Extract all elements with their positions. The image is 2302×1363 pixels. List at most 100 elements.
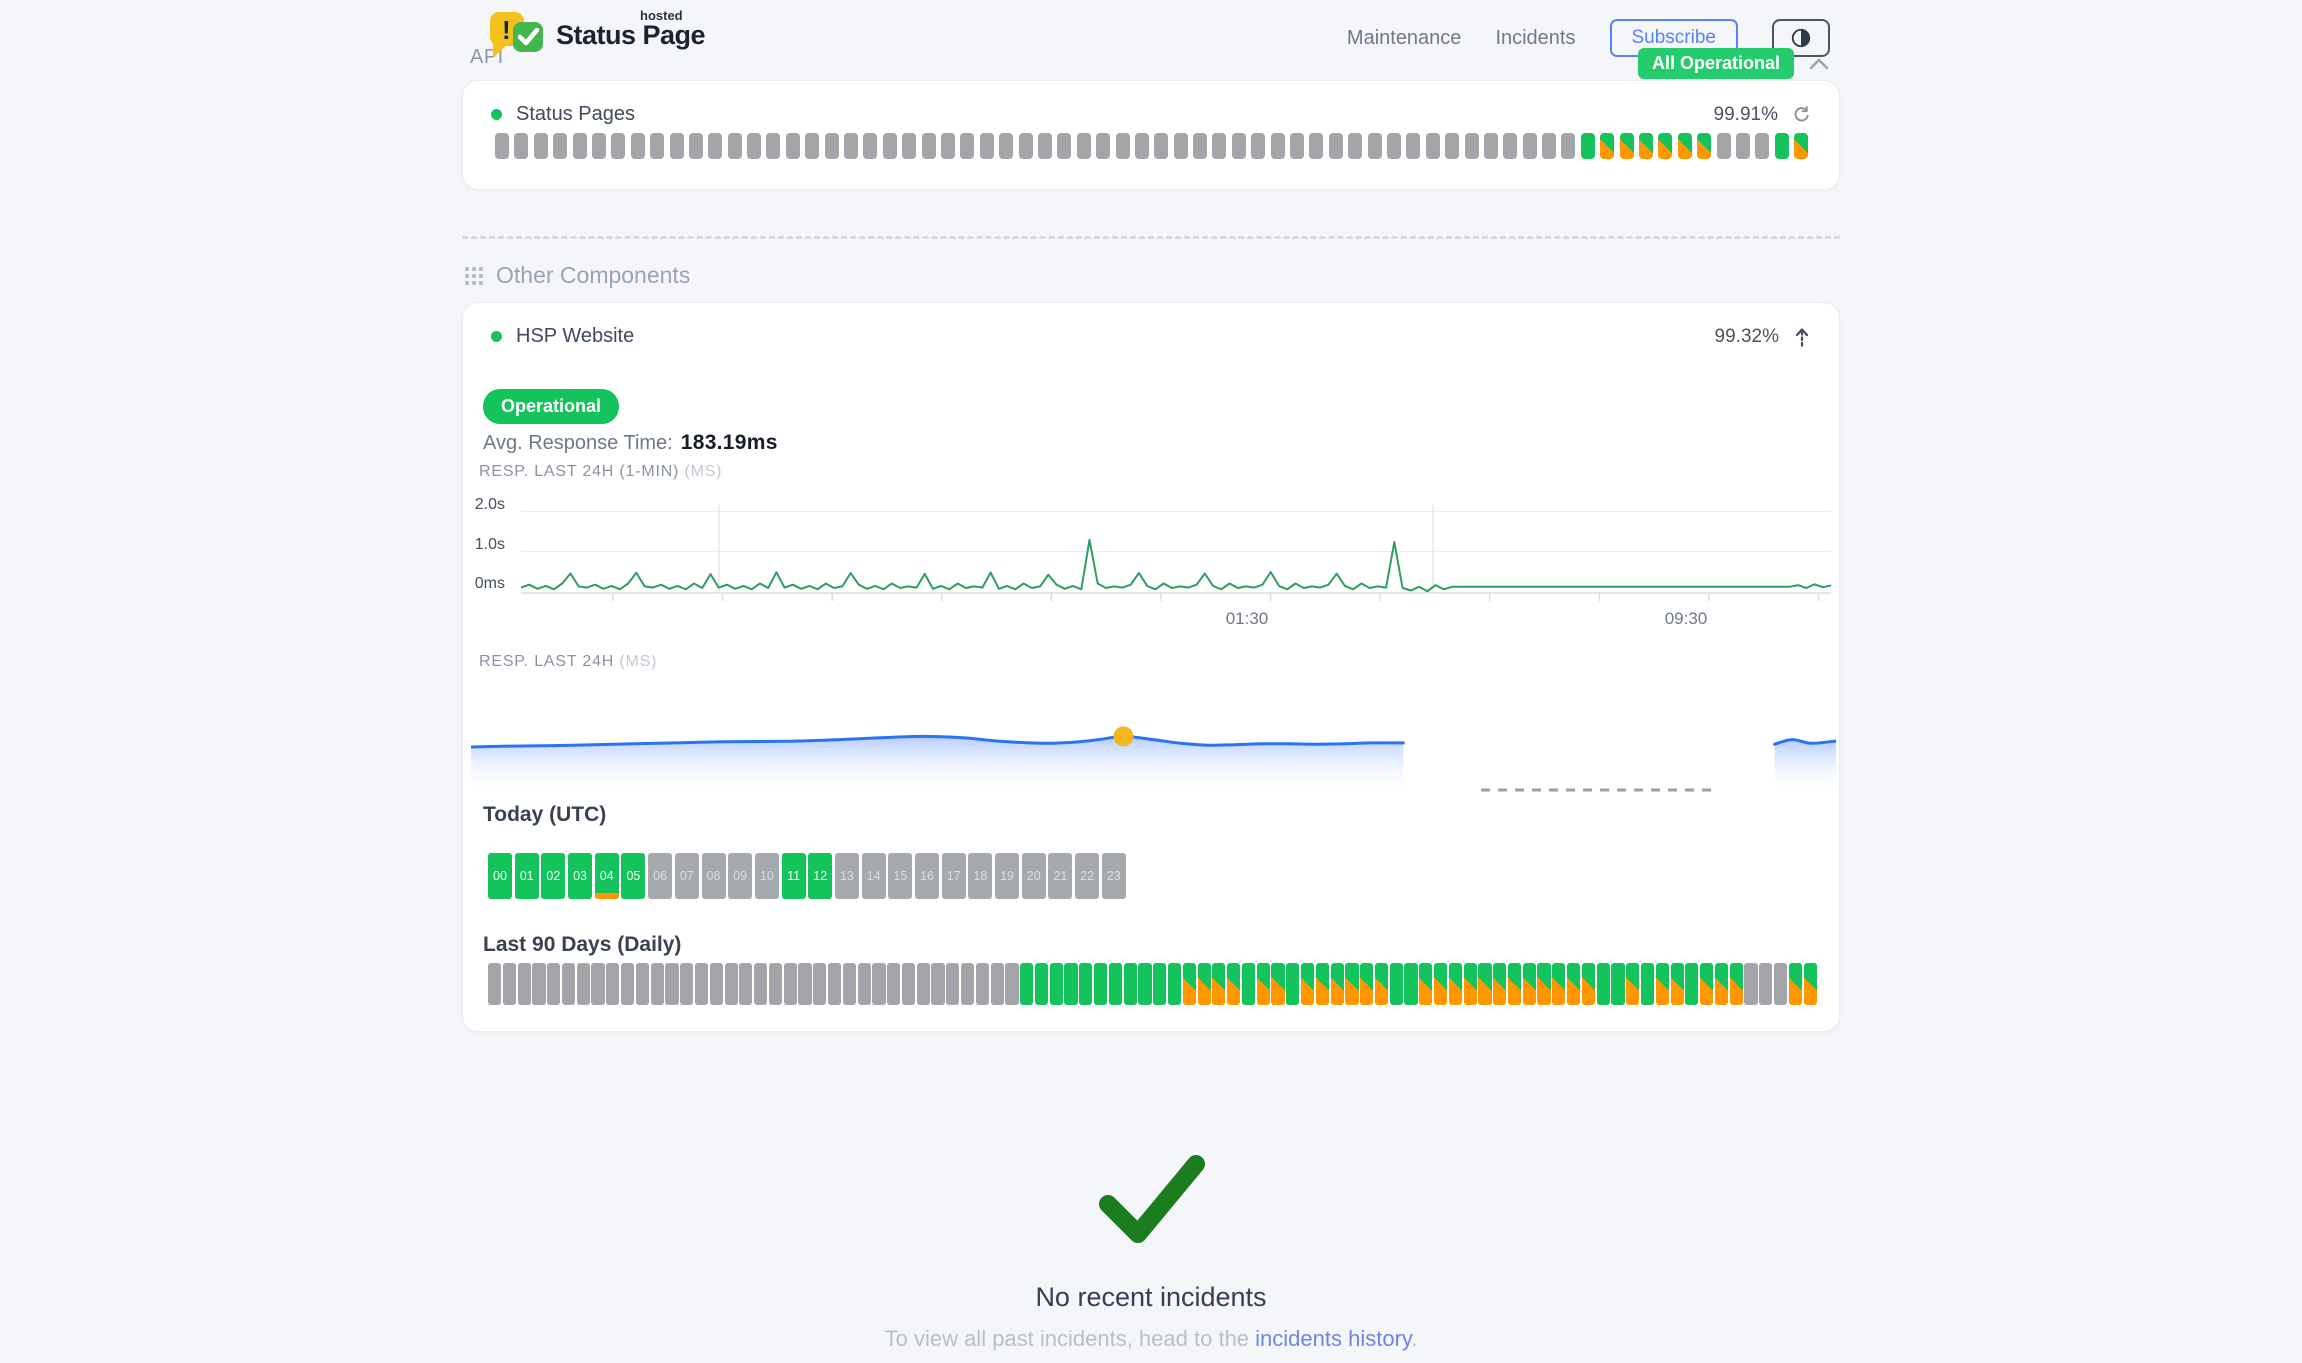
uptime-bar[interactable] xyxy=(1404,963,1418,1005)
uptime-bar[interactable] xyxy=(1367,133,1382,159)
uptime-bar[interactable] xyxy=(1290,133,1305,159)
hour-cell-22[interactable]: 22 xyxy=(1075,853,1100,899)
uptime-bar[interactable] xyxy=(1300,963,1315,1005)
uptime-bar[interactable] xyxy=(1803,963,1817,1005)
uptime-bar[interactable] xyxy=(1182,963,1196,1005)
uptime-bar[interactable] xyxy=(1670,963,1684,1005)
uptime-bar[interactable] xyxy=(783,963,797,1005)
uptime-bar[interactable] xyxy=(1076,133,1091,159)
uptime-bar[interactable] xyxy=(1251,133,1266,159)
uptime-bar[interactable] xyxy=(1345,963,1359,1005)
uptime-bar[interactable] xyxy=(813,963,827,1005)
uptime-bar[interactable] xyxy=(1271,963,1285,1005)
uptime-bar[interactable] xyxy=(1123,963,1137,1005)
uptime-bar[interactable] xyxy=(669,133,684,159)
uptime-bar[interactable] xyxy=(591,133,606,159)
uptime-bar[interactable] xyxy=(488,963,502,1005)
uptime-bar[interactable] xyxy=(887,963,901,1005)
uptime-bar[interactable] xyxy=(1064,963,1078,1005)
uptime-bar[interactable] xyxy=(1596,963,1610,1005)
uptime-bar[interactable] xyxy=(1522,963,1536,1005)
uptime-bar[interactable] xyxy=(495,133,509,159)
nav-incidents[interactable]: Incidents xyxy=(1495,26,1576,49)
uptime-bar[interactable] xyxy=(1794,133,1809,159)
uptime-bar[interactable] xyxy=(1389,963,1403,1005)
uptime-bar[interactable] xyxy=(1542,133,1557,159)
uptime-bar[interactable] xyxy=(1049,963,1063,1005)
uptime-bar[interactable] xyxy=(979,133,994,159)
hour-cell-16[interactable]: 16 xyxy=(915,853,939,899)
uptime-bar[interactable] xyxy=(901,963,916,1005)
uptime-bar[interactable] xyxy=(553,133,568,159)
uptime-bar[interactable] xyxy=(960,133,975,159)
uptime-bar[interactable] xyxy=(650,133,665,159)
uptime-bar[interactable] xyxy=(1685,963,1699,1005)
component-row-status-pages[interactable]: Status Pages 99.91% xyxy=(491,103,1811,126)
uptime-bar[interactable] xyxy=(1231,133,1246,159)
uptime-bar[interactable] xyxy=(1360,963,1374,1005)
uptime-bar[interactable] xyxy=(946,963,960,1005)
uptime-bar[interactable] xyxy=(824,133,839,159)
uptime-bar[interactable] xyxy=(1567,963,1581,1005)
uptime-bar[interactable] xyxy=(727,133,742,159)
uptime-bar[interactable] xyxy=(1173,133,1188,159)
uptime-bar[interactable] xyxy=(1445,133,1460,159)
hour-cell-01[interactable]: 01 xyxy=(514,853,539,899)
uptime-bar[interactable] xyxy=(1478,963,1492,1005)
uptime-bar[interactable] xyxy=(1154,133,1169,159)
hour-cell-12[interactable]: 12 xyxy=(808,853,833,899)
component-row-hsp-website[interactable]: HSP Website 99.32% xyxy=(491,325,1811,348)
uptime-bar[interactable] xyxy=(1256,963,1270,1005)
uptime-bar[interactable] xyxy=(990,963,1004,1005)
uptime-bar[interactable] xyxy=(1658,133,1673,159)
uptime-bar[interactable] xyxy=(1619,133,1634,159)
uptime-bar[interactable] xyxy=(1153,963,1167,1005)
uptime-bar[interactable] xyxy=(1714,963,1729,1005)
uptime-bar[interactable] xyxy=(916,963,930,1005)
uptime-bar[interactable] xyxy=(931,963,945,1005)
uptime-bar[interactable] xyxy=(1697,133,1712,159)
uptime-bar[interactable] xyxy=(709,963,723,1005)
uptime-bar[interactable] xyxy=(882,133,897,159)
uptime-bar[interactable] xyxy=(1522,133,1537,159)
hour-cell-11[interactable]: 11 xyxy=(781,853,806,899)
uptime-bar[interactable] xyxy=(747,133,762,159)
hour-cell-02[interactable]: 02 xyxy=(541,853,566,899)
uptime-bar[interactable] xyxy=(902,133,917,159)
uptime-bar[interactable] xyxy=(532,963,546,1005)
uptime-bar[interactable] xyxy=(1464,133,1479,159)
uptime-bar[interactable] xyxy=(827,963,842,1005)
uptime-bar[interactable] xyxy=(611,133,626,159)
hour-cell-14[interactable]: 14 xyxy=(861,853,886,899)
uptime-bar[interactable] xyxy=(766,133,781,159)
uptime-bar[interactable] xyxy=(665,963,679,1005)
uptime-bar[interactable] xyxy=(921,133,936,159)
uptime-bar[interactable] xyxy=(514,133,529,159)
hour-cell-20[interactable]: 20 xyxy=(1021,853,1046,899)
uptime-bar[interactable] xyxy=(1212,963,1226,1005)
uptime-bar[interactable] xyxy=(533,133,548,159)
hour-cell-19[interactable]: 19 xyxy=(995,853,1020,899)
logo[interactable]: ! Status Page hosted xyxy=(488,6,706,62)
uptime-bar[interactable] xyxy=(1755,133,1770,159)
uptime-bar[interactable] xyxy=(561,963,576,1005)
uptime-bar[interactable] xyxy=(517,963,531,1005)
uptime-bar[interactable] xyxy=(1286,963,1300,1005)
uptime-bar[interactable] xyxy=(606,963,620,1005)
refresh-icon[interactable] xyxy=(1792,105,1811,124)
uptime-bar[interactable] xyxy=(572,133,587,159)
uptime-bar[interactable] xyxy=(1700,963,1714,1005)
uptime-bar[interactable] xyxy=(857,963,871,1005)
uptime-bar[interactable] xyxy=(1193,133,1208,159)
uptime-bar[interactable] xyxy=(724,963,738,1005)
hour-cell-10[interactable]: 10 xyxy=(754,853,779,899)
uptime-bar[interactable] xyxy=(1561,133,1576,159)
nav-maintenance[interactable]: Maintenance xyxy=(1346,26,1462,49)
uptime-bar[interactable] xyxy=(650,963,664,1005)
uptime-bar[interactable] xyxy=(1655,963,1669,1005)
uptime-bar[interactable] xyxy=(1626,963,1640,1005)
hour-cell-04[interactable]: 04 xyxy=(594,853,619,899)
hour-cell-17[interactable]: 17 xyxy=(941,853,966,899)
uptime-bar[interactable] xyxy=(805,133,820,159)
hour-cell-05[interactable]: 05 xyxy=(621,853,646,899)
